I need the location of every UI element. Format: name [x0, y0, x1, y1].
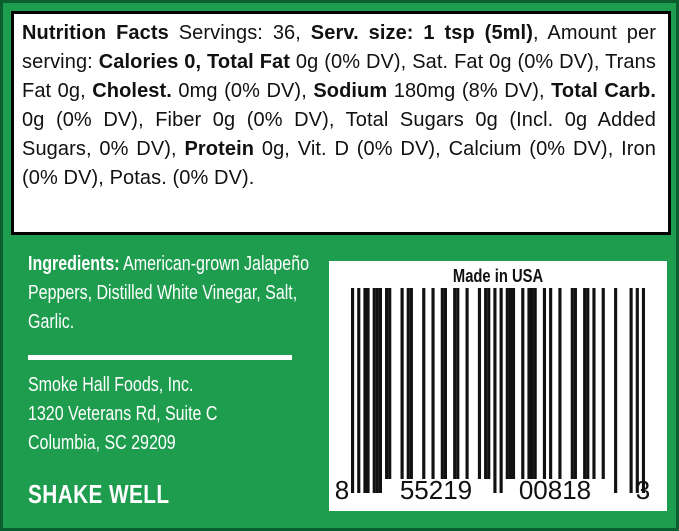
ingredients-section: Ingredients: American-grown Jalapeño Pep… [28, 250, 316, 337]
address-line-company: Smoke Hall Foods, Inc. [28, 374, 194, 396]
barcode-digit-check: 3 [635, 475, 651, 505]
barcode-digits-left: 55219 [399, 475, 473, 505]
address-line-city: Columbia, SC 29209 [28, 432, 176, 454]
nutrition-facts-text: Nutrition Facts Servings: 36, Serv. size… [22, 22, 656, 189]
ingredients-label: Ingredients: [28, 253, 120, 275]
nutrition-facts-panel: Nutrition Facts Servings: 36, Serv. size… [11, 11, 671, 235]
section-divider [28, 355, 292, 360]
shake-well-instruction: SHAKE WELL [28, 479, 170, 509]
made-in-usa-label: Made in USA [452, 266, 544, 286]
barcode-panel: Made in USA 8 55219 00818 3 [329, 261, 667, 511]
company-address: Smoke Hall Foods, Inc. 1320 Veterans Rd,… [28, 371, 217, 458]
address-line-street: 1320 Veterans Rd, Suite C [28, 403, 218, 425]
ingredients-text: American-grown Jalapeño Peppers, Distill… [28, 253, 309, 333]
barcode-bars [351, 288, 645, 493]
barcode-digits-right: 00818 [518, 475, 592, 505]
barcode-digit-system: 8 [334, 475, 350, 505]
